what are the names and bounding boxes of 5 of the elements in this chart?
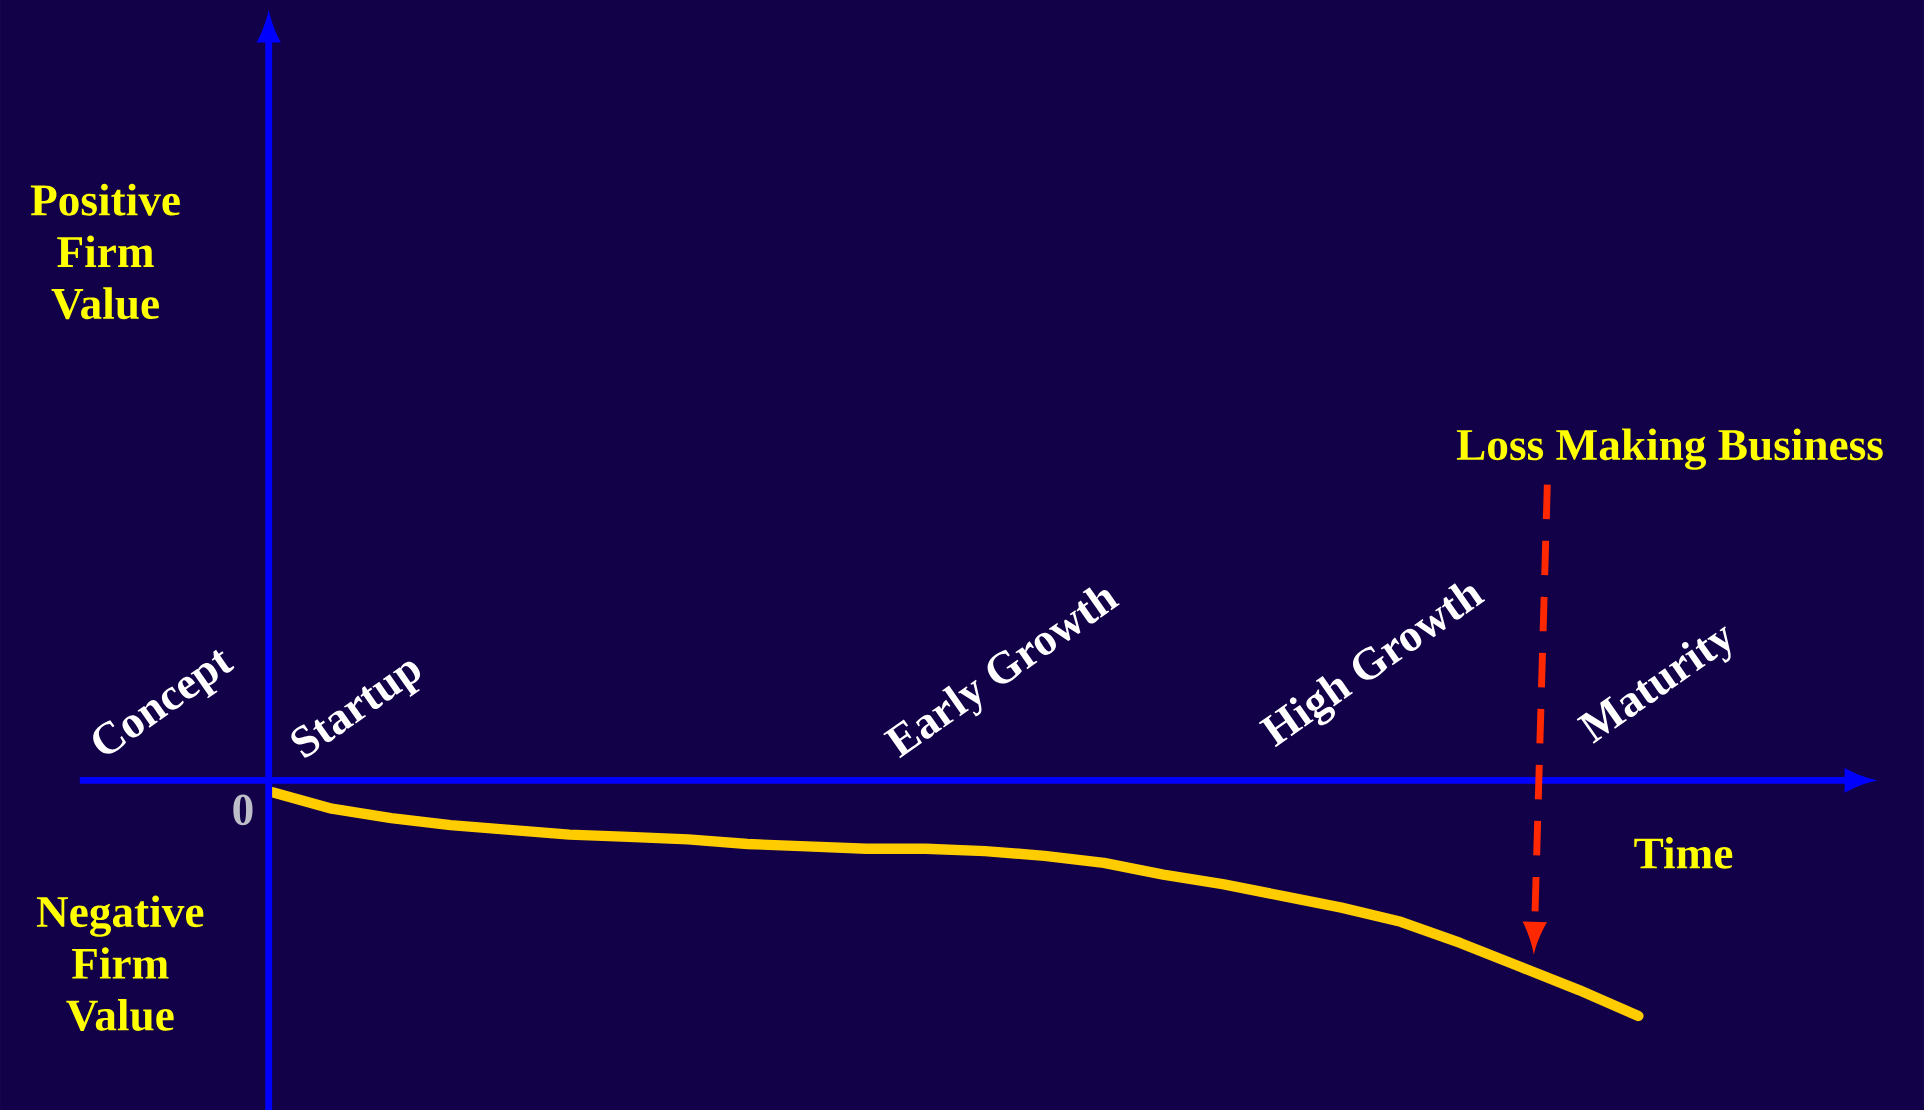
x-axis-title: Time [1634,836,1733,869]
text: Negative Firm Value [36,895,204,1031]
annotation: 0 [233,794,253,825]
text: Positive Firm Value [30,183,180,320]
text: Loss Making Business [1456,428,1883,470]
